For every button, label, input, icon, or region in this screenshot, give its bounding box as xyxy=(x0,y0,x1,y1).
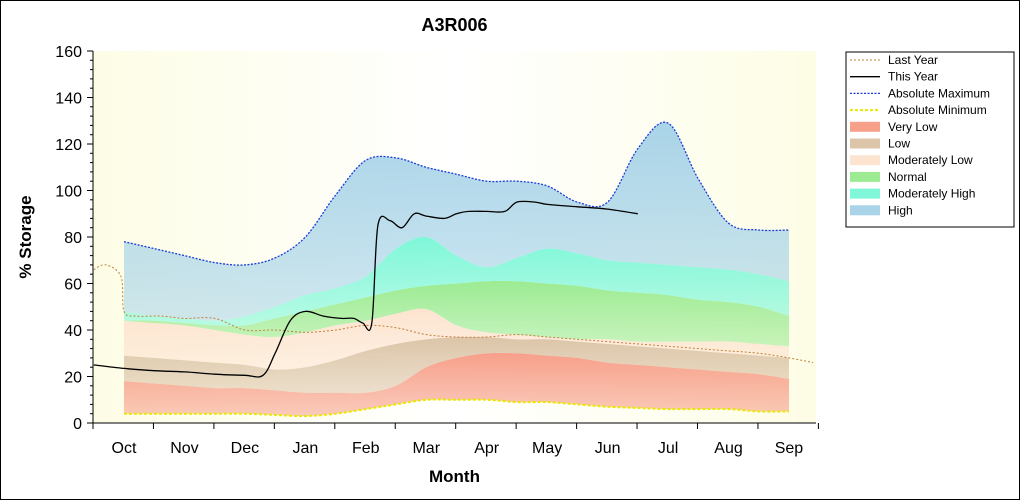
x-tick-label-may: May xyxy=(532,440,562,457)
band-high xyxy=(124,122,789,321)
band-moderately-high xyxy=(124,236,789,326)
y-tick-label: 140 xyxy=(55,91,82,108)
band-normal xyxy=(124,280,789,347)
band-very-low xyxy=(124,352,789,417)
legend-swatch-very-low xyxy=(850,121,880,132)
y-tick-label: 100 xyxy=(55,184,82,201)
legend-item-last-year: Last Year xyxy=(850,53,938,67)
legend-label: Very Low xyxy=(888,120,938,134)
legend-item-moderately-low: Moderately Low xyxy=(850,153,973,167)
x-tick-label-apr: Apr xyxy=(474,440,500,457)
legend-swatch-moderately-low xyxy=(850,155,880,166)
x-tick-label-mar: Mar xyxy=(412,440,440,457)
x-tick-label-dec: Dec xyxy=(231,440,259,457)
line-absolute-maximum xyxy=(123,121,790,266)
x-tick-label-aug: Aug xyxy=(714,440,742,457)
y-tick-label: 120 xyxy=(55,137,82,154)
y-tick-label: 60 xyxy=(64,277,82,294)
y-tick-label: 0 xyxy=(73,416,82,433)
legend-label: This Year xyxy=(888,70,938,84)
x-tick-label-jun: Jun xyxy=(595,440,621,457)
legend-label: Low xyxy=(888,137,910,151)
x-tick-label-feb: Feb xyxy=(352,440,380,457)
legend-swatch-high xyxy=(850,205,880,216)
legend-label: Last Year xyxy=(888,53,938,67)
legend-label: Moderately High xyxy=(888,187,975,201)
legend-item-this-year: This Year xyxy=(850,70,938,84)
y-tick-label: 20 xyxy=(64,370,82,387)
x-tick-label-sep: Sep xyxy=(775,440,804,457)
legend-label: Absolute Minimum xyxy=(888,103,987,117)
band-moderately-low xyxy=(124,308,789,370)
band-low xyxy=(124,336,789,394)
legend-swatch-moderately-high xyxy=(850,188,880,199)
legend-label: Absolute Maximum xyxy=(888,86,990,100)
legend-item-high: High xyxy=(850,203,913,217)
x-tick-label-nov: Nov xyxy=(170,440,198,457)
bands-layer xyxy=(124,122,789,417)
chart-title: A3R006 xyxy=(421,15,487,35)
x-tick-label-jul: Jul xyxy=(658,440,678,457)
legend-item-normal: Normal xyxy=(850,170,927,184)
line-last-year xyxy=(93,264,814,364)
legend-item-very-low: Very Low xyxy=(850,120,938,134)
x-tick-label-jan: Jan xyxy=(292,440,318,457)
line-this-year xyxy=(93,200,638,378)
y-tick-label: 80 xyxy=(64,230,82,247)
legend-swatch-normal xyxy=(850,171,880,182)
x-tick-label-oct: Oct xyxy=(112,440,137,457)
legend-label: Normal xyxy=(888,170,927,184)
y-axis-title: % Storage xyxy=(16,195,35,278)
legend-swatch-low xyxy=(850,138,880,149)
x-axis-title: Month xyxy=(429,467,480,486)
legend-item-low: Low xyxy=(850,137,910,151)
legend-item-absolute-minimum: Absolute Minimum xyxy=(850,103,987,117)
line-absolute-minimum xyxy=(124,398,790,418)
legend-label: Moderately Low xyxy=(888,153,973,167)
y-tick-label: 160 xyxy=(55,44,82,61)
y-tick-label: 40 xyxy=(64,323,82,340)
legend: Last Year This Year Absolute Maximum Absolu… xyxy=(845,51,1015,228)
legend-item-absolute-maximum: Absolute Maximum xyxy=(850,86,990,100)
axes-layer: 0 20 40 60 80 100 120 140 160 Oct Nov Dec Jan Feb Mar A… xyxy=(55,44,819,457)
legend-item-moderately-high: Moderately High xyxy=(850,187,975,201)
lines-layer xyxy=(93,121,814,418)
legend-label: High xyxy=(888,203,913,217)
